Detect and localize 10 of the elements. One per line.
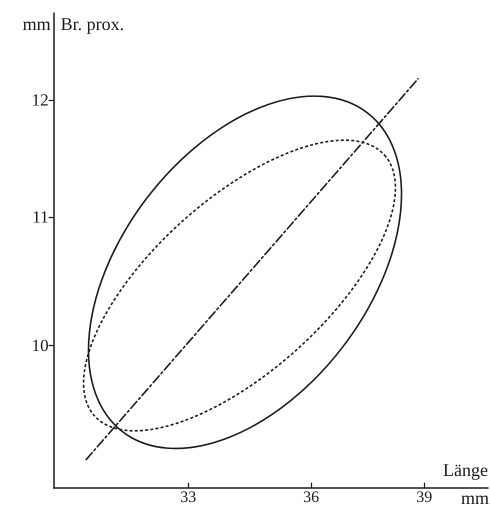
y-axis-title: Br. prox. [60, 14, 124, 34]
text: mm [22, 14, 51, 34]
y-tick-label: 12 [32, 90, 49, 110]
y-tick-label: 10 [32, 336, 49, 356]
y-tick-label: 11 [32, 208, 49, 227]
x-tick-label: 33 [180, 489, 196, 506]
text: mm [460, 488, 489, 508]
x-tick-label: 36 [303, 489, 320, 506]
x-axis-title: Länge [443, 460, 488, 480]
x-tick-label: 39 [416, 489, 432, 506]
